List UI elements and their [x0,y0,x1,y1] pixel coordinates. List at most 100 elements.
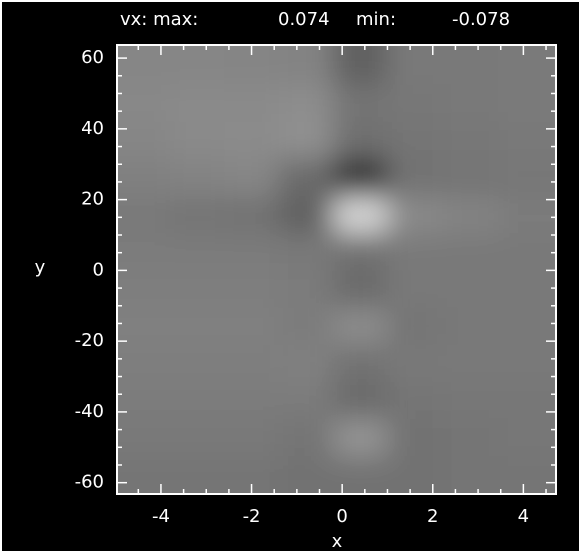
y-tick-label: 20 [81,189,104,210]
heatmap-cell [117,381,172,420]
heatmap-cell [441,307,500,346]
heatmap-cell [224,270,280,309]
heatmap-cell [170,196,226,235]
heatmap-cell [170,418,226,458]
heatmap-cell [441,456,500,494]
heatmap-cell [278,344,335,383]
y-tick-label: 0 [93,259,104,280]
heatmap-cell [278,158,335,198]
heatmap-cell [498,233,556,272]
heatmap [117,45,556,494]
y-tick-label: 40 [81,118,104,139]
x-axis-label: x [332,531,343,552]
heatmap-cell [224,158,280,198]
heatmap-cell [170,158,226,198]
heatmap-cell [498,84,556,123]
x-tick-label: 4 [518,506,529,527]
heatmap-cell [387,456,443,494]
heatmap-cell [224,84,280,123]
heatmap-cell [498,307,556,346]
y-tick-label: 60 [81,47,104,68]
min-value: -0.078 [452,9,510,30]
heatmap-cell [278,307,335,346]
heatmap-cell [117,45,172,86]
heatmap-cell [278,121,335,160]
heatmap-cell [170,270,226,309]
heatmap-cell [441,45,500,86]
heatmap-cell [387,381,443,420]
heatmap-cell [278,45,335,86]
heatmap-cell [387,196,443,235]
heatmap-cell [441,233,500,272]
heatmap-cell [117,233,172,272]
max-value: 0.074 [278,9,330,30]
heatmap-cell [441,158,500,198]
heatmap-cell [441,196,500,235]
heatmap-cell [387,158,443,198]
y-tick-label: -40 [75,401,104,422]
heatmap-cell [117,344,172,383]
y-axis-label: y [35,257,46,278]
heatmap-cell [387,45,443,86]
heatmap-cell [333,121,389,160]
heatmap-cell [387,307,443,346]
heatmap-cell [278,381,335,420]
heatmap-cell [333,418,389,458]
heatmap-cell [333,158,389,198]
heatmap-cell [441,344,500,383]
heatmap-cell [278,84,335,123]
heatmap-cell [441,418,500,458]
y-tick-label: -20 [75,330,104,351]
y-tick-label: -60 [75,472,104,493]
plot-frame [116,44,557,495]
heatmap-cell [117,84,172,123]
heatmap-cell [278,233,335,272]
heatmap-cell [387,121,443,160]
x-tick-label: -2 [243,506,261,527]
heatmap-cell [387,84,443,123]
heatmap-cell [333,344,389,383]
heatmap-cell [117,307,172,346]
heatmap-cell [498,158,556,198]
heatmap-cell [498,381,556,420]
heatmap-cell [224,196,280,235]
heatmap-cell [117,456,172,494]
heatmap-cell [117,418,172,458]
heatmap-cell [117,196,172,235]
heatmap-cell [498,196,556,235]
heatmap-cell [170,84,226,123]
min-label: min: [356,9,396,30]
heatmap-cell [333,270,389,309]
heatmap-cell [224,381,280,420]
heatmap-cell [333,84,389,123]
heatmap-cell [170,381,226,420]
heatmap-cell [387,418,443,458]
heatmap-cell [170,45,226,86]
chart-title: vx: max: [120,9,198,30]
heatmap-cell [498,45,556,86]
heatmap-cell [170,307,226,346]
heatmap-cell [498,270,556,309]
heatmap-cell [441,270,500,309]
heatmap-cell [224,418,280,458]
heatmap-cell [387,233,443,272]
heatmap-cell [170,121,226,160]
x-tick-label: -4 [152,506,170,527]
heatmap-cell [117,158,172,198]
heatmap-cell [441,84,500,123]
heatmap-cell [278,196,335,235]
heatmap-cell [224,121,280,160]
heatmap-cell [441,381,500,420]
heatmap-cell [333,196,389,235]
heatmap-cell [117,270,172,309]
heatmap-cell [224,233,280,272]
heatmap-cell [224,344,280,383]
heatmap-cell [498,456,556,494]
heatmap-cell [387,270,443,309]
heatmap-cell [170,233,226,272]
heatmap-cell [333,307,389,346]
heatmap-cell [170,344,226,383]
heatmap-cell [498,418,556,458]
heatmap-cell [333,381,389,420]
